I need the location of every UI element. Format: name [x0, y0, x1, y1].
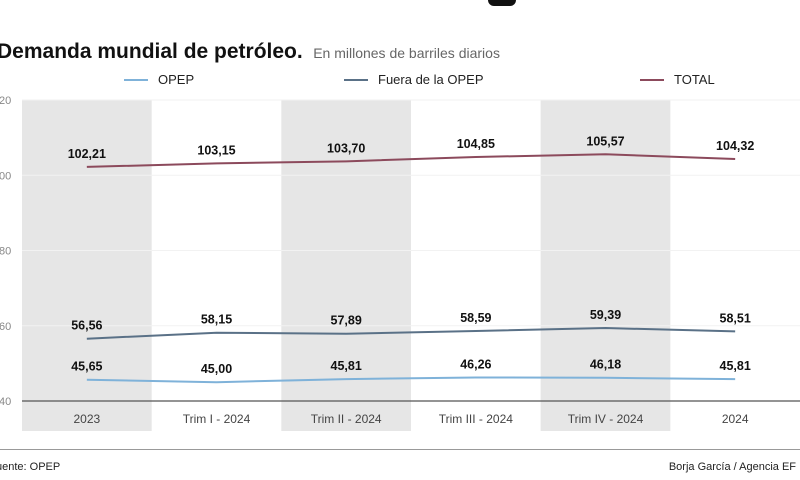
cropped-title-fragment [488, 0, 516, 6]
series-line-1 [86, 327, 736, 340]
data-label: 56,56 [71, 319, 102, 333]
data-label: 46,26 [460, 357, 491, 371]
legend-label-total: TOTAL [674, 72, 715, 87]
data-label: 58,15 [201, 313, 232, 327]
chart-title: Demanda mundial de petróleo. [0, 40, 303, 63]
data-label: 57,89 [331, 314, 362, 328]
data-label: 58,51 [720, 311, 751, 325]
legend-swatch-fuera-opep [344, 78, 368, 81]
legend: OPEP Fuera de la OPEP TOTAL [0, 72, 800, 92]
x-tick-label: Trim I - 2024 [183, 412, 251, 426]
data-label: 105,57 [586, 134, 624, 148]
data-label: 103,15 [197, 143, 235, 157]
legend-label-fuera-opep: Fuera de la OPEP [378, 72, 484, 87]
x-tick-label: Trim IV - 2024 [568, 412, 644, 426]
line-chart: 40 60 80 00 20 2023 Trim I - 2024 Trim II - 202… [0, 95, 800, 431]
legend-item-total: TOTAL [640, 72, 715, 87]
y-tick-label: 60 [0, 321, 11, 333]
data-label: 104,32 [716, 139, 754, 153]
data-label: 45,65 [71, 360, 102, 374]
data-label: 45,00 [201, 362, 232, 376]
data-label: 59,39 [590, 308, 621, 322]
shaded-column-2 [281, 100, 411, 431]
legend-swatch-opep [124, 78, 148, 81]
y-tick-label: 20 [0, 95, 11, 107]
series-line-2 [86, 153, 736, 168]
x-tick-label: 2024 [722, 412, 749, 426]
chart-subtitle: En millones de barriles diarios [313, 45, 500, 61]
shaded-column-0 [22, 100, 152, 431]
x-tick-label: 2023 [73, 412, 100, 426]
x-tick-label: Trim III - 2024 [439, 412, 514, 426]
legend-item-opep: OPEP [124, 72, 194, 87]
source-note: uente: OPEP [0, 461, 61, 473]
shaded-column-4 [540, 100, 671, 431]
data-label: 46,18 [590, 358, 621, 372]
chart-title-block: Demanda mundial de petróleo. En millones… [0, 40, 500, 64]
data-label: 103,70 [327, 141, 365, 155]
legend-label-opep: OPEP [158, 72, 195, 87]
footer-divider [0, 449, 800, 450]
legend-item-fuera-opep: Fuera de la OPEP [344, 72, 484, 87]
y-tick-label: 00 [0, 170, 11, 182]
top-edge [0, 0, 800, 12]
y-tick-label: 40 [0, 396, 11, 408]
data-label: 104,85 [457, 137, 495, 151]
data-label: 45,81 [331, 359, 362, 373]
x-tick-label: Trim II - 2024 [311, 412, 382, 426]
series-line-0 [86, 376, 736, 384]
data-label: 45,81 [720, 359, 751, 373]
data-label: 102,21 [68, 147, 106, 161]
y-tick-label: 80 [0, 246, 11, 258]
credit-note: Borja García / Agencia EF [668, 461, 796, 473]
data-label: 58,59 [460, 311, 491, 325]
legend-swatch-total [640, 78, 664, 81]
